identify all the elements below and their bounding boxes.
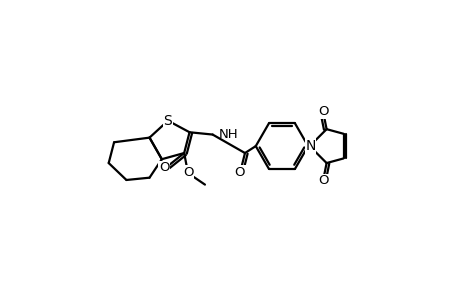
Text: NH: NH [218,128,238,141]
Text: S: S [163,114,172,128]
Text: N: N [305,139,315,153]
Text: O: O [318,105,328,118]
Text: O: O [158,161,169,174]
Text: O: O [318,174,328,187]
Text: O: O [182,166,193,179]
Text: O: O [234,166,244,179]
